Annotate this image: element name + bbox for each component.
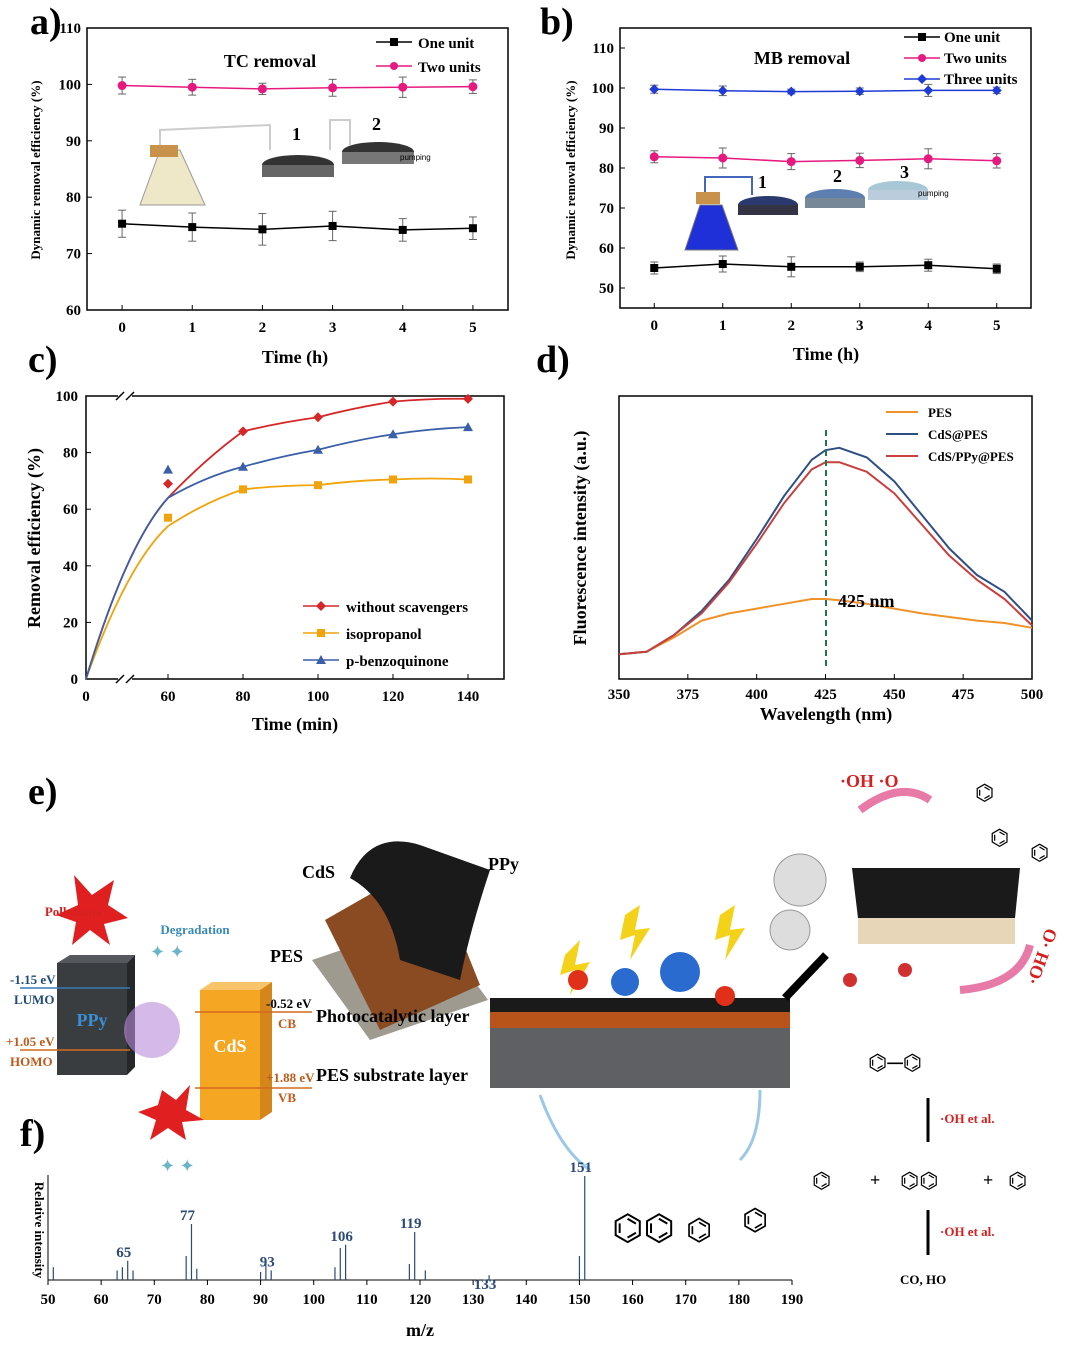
chart-a-title: TC removal [224, 51, 316, 71]
flask-a [139, 149, 206, 206]
membrane-unit-a1-body [262, 165, 334, 177]
chart-a-xtick-label: 4 [399, 320, 407, 336]
chart-a-xlabel: Time (h) [262, 347, 328, 368]
chart-a-frame [86, 27, 509, 311]
chart-a-point [188, 223, 197, 232]
chart-a-point [257, 84, 267, 94]
chart-a-ytick-label: 70 [66, 247, 81, 263]
legend-a-marker-one [390, 38, 398, 46]
legend-a-marker-two [390, 62, 398, 70]
panel-label-a: a) [30, 1, 62, 43]
pumping-label-a: pumping [400, 153, 431, 162]
panel-label-c: c) [28, 339, 58, 381]
chart-a-point [258, 225, 267, 234]
chart-a-xtick-label: 3 [329, 320, 337, 336]
chart-a-point [187, 82, 197, 92]
chart-a-xtick-label: 2 [259, 320, 267, 336]
chart-a-point [117, 81, 127, 91]
chart-a-point [398, 82, 408, 92]
panel-label-d: d) [536, 339, 570, 381]
chart-a-xtick-label: 1 [189, 320, 197, 336]
chart-a-xtick-label: 5 [469, 320, 477, 336]
chart-a-point [328, 221, 337, 230]
chart-a-series-line-1 [122, 84, 473, 90]
chart-a-inset-setup: 1 2 pumping [139, 114, 431, 206]
chart-a-series-line-0 [122, 222, 473, 231]
legend-a-one-unit: One unit [418, 36, 474, 52]
chart-a-point [118, 219, 127, 228]
panel-label-b: b) [540, 1, 574, 43]
chart-a-ylabel: Dynamic removal efficiency (%) [28, 80, 43, 259]
chart-a-point [468, 82, 478, 92]
membrane-unit-a2-body [342, 152, 414, 164]
panel-label-f: f) [20, 1113, 46, 1155]
unit-label-a1: 1 [292, 124, 301, 144]
chart-a-ytick-label: 100 [59, 77, 82, 93]
tube-a1 [159, 123, 271, 150]
legend-a-two-units: Two units [418, 60, 481, 76]
chart-a-ytick-label: 90 [66, 134, 81, 150]
chart-a-ytick-label: 80 [66, 190, 81, 206]
flask-stopper-a [150, 145, 178, 157]
chart-a-point [398, 225, 407, 234]
chart-a-point [328, 83, 338, 93]
tube-a2 [329, 119, 351, 150]
chart-a-point [468, 224, 477, 233]
panel-label-e: e) [28, 771, 58, 813]
unit-label-a2: 2 [372, 114, 381, 134]
chart-a-xtick-label: 0 [118, 320, 126, 336]
chart-a-ytick-label: 60 [66, 303, 81, 319]
chart-a-ytick-label: 110 [59, 21, 81, 37]
